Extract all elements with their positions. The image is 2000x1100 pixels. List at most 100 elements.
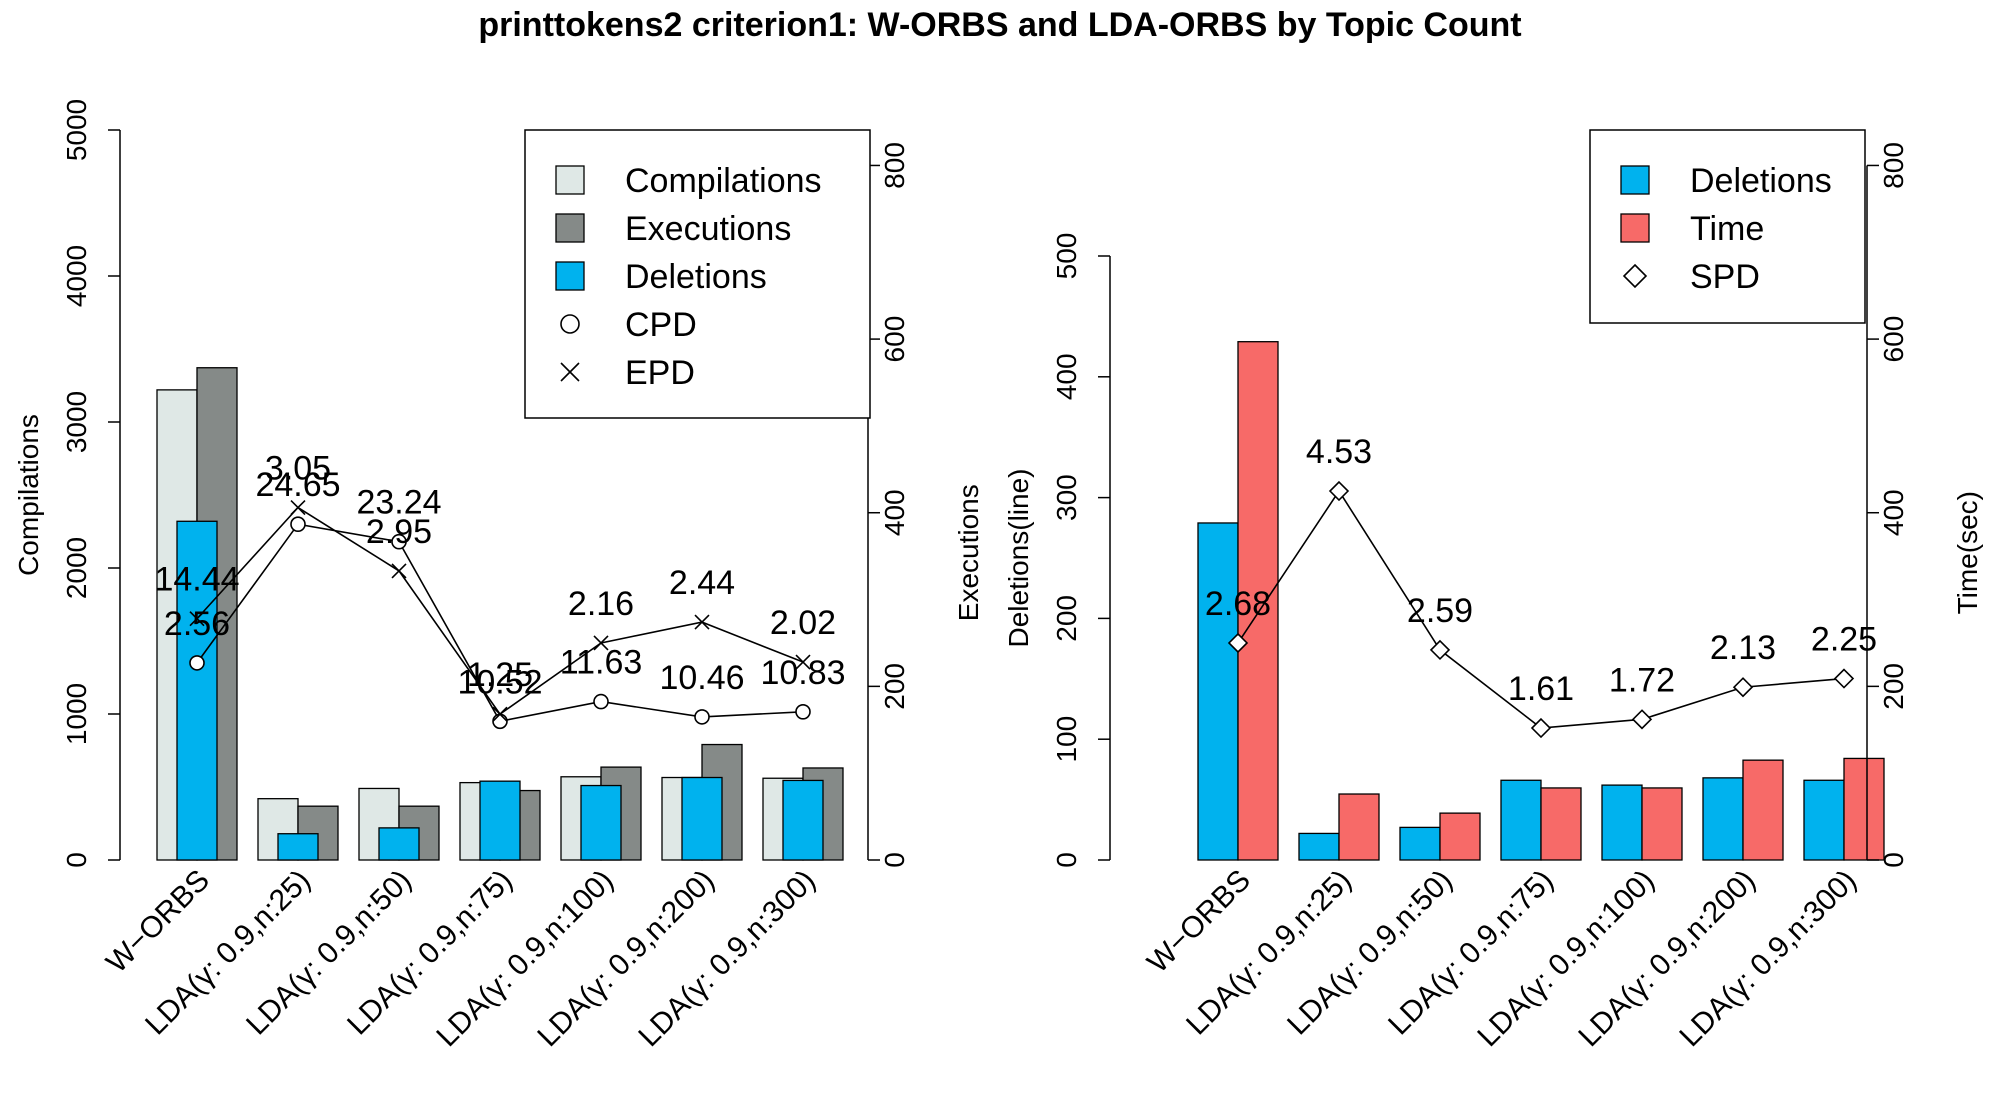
- right-left-tick-label-1: 100: [1051, 716, 1082, 763]
- right-bar-deletions-2: [1399, 826, 1441, 861]
- left-bar-deletions-2: [378, 827, 420, 861]
- right-legend-label-spd: SPD: [1690, 258, 1760, 296]
- right-bar-time-1: [1338, 793, 1380, 861]
- right-bar-time-5: [1742, 759, 1784, 861]
- left-label-cpd-6: 10.83: [760, 654, 845, 692]
- left-right-tick-label-4: 800: [879, 142, 910, 189]
- left-marker-cpd-2: [391, 533, 407, 550]
- right-marker-spd-2: [1429, 639, 1451, 661]
- left-legend-label-compilations: Compilations: [625, 162, 822, 200]
- left-bar-deletions-6: [782, 779, 824, 861]
- right-label-spd-6: 2.25: [1811, 621, 1877, 659]
- left-legend-label-executions: Executions: [625, 210, 791, 248]
- right-category-label-6: LDA(γ: 0.9,n:300): [1673, 864, 1863, 1054]
- left-bar-deletions-5: [681, 776, 723, 861]
- left-label-cpd-5: 10.46: [659, 659, 744, 697]
- right-legend-label-time: Time: [1690, 210, 1764, 248]
- left-legend-key-compilations: [555, 165, 585, 195]
- chart-title: printtokens2 criterion1: W-ORBS and LDA-…: [478, 6, 1522, 44]
- right-marker-spd-3: [1530, 717, 1552, 739]
- right-bar-deletions-4: [1601, 784, 1643, 861]
- right-bar-time-3: [1540, 787, 1582, 861]
- right-right-tick-label-4: 800: [1878, 142, 1909, 189]
- left-left-axis: 0 1000 2000 3000 4000 5000 Compilations: [13, 99, 121, 868]
- right-label-spd-2: 2.59: [1407, 592, 1473, 630]
- left-label-epd-2: 2.95: [366, 513, 432, 551]
- right-right-tick-label-2: 400: [1878, 489, 1909, 536]
- left-right-tick-label-3: 600: [879, 316, 910, 363]
- right-label-spd-1: 4.53: [1306, 433, 1372, 471]
- right-bar-time-2: [1439, 812, 1481, 861]
- left-bar-deletions-1: [277, 833, 319, 861]
- left-legend-key-executions: [555, 213, 585, 243]
- right-right-tick-label-3: 600: [1878, 316, 1909, 363]
- right-right-axis: 0 200 400 600 800 Time(sec): [1866, 142, 1983, 868]
- left-marker-epd-5: [694, 614, 710, 630]
- left-label-cpd-1: 24.65: [255, 466, 340, 504]
- right-marker-spd-1: [1328, 480, 1350, 502]
- left-bar-deletions-4: [580, 784, 622, 861]
- left-left-tick-label-3: 3000: [61, 391, 92, 453]
- left-right-tick-label-1: 200: [879, 663, 910, 710]
- right-label-spd-0: 2.68: [1205, 585, 1271, 623]
- right-bar-time-0: [1237, 341, 1279, 861]
- left-left-tick-label-5: 5000: [61, 99, 92, 161]
- left-legend-label-epd: EPD: [625, 354, 695, 392]
- right-bar-deletions-5: [1702, 777, 1744, 861]
- left-right-tick-label-0: 0: [879, 852, 910, 868]
- left-legend-label-deletions: Deletions: [625, 258, 767, 296]
- right-left-tick-label-2: 200: [1051, 595, 1082, 642]
- left-marker-cpd-1: [290, 516, 306, 533]
- left-ylabel-left: Compilations: [13, 414, 44, 576]
- left-label-epd-1: 3.05: [265, 450, 331, 488]
- left-marker-epd-3: [492, 706, 508, 722]
- right-bar-deletions-1: [1298, 832, 1340, 861]
- left-legend-key-deletions: [555, 261, 585, 291]
- left-label-epd-6: 2.02: [770, 604, 836, 642]
- left-marker-cpd-0: [189, 655, 205, 671]
- right-left-tick-label-0: 0: [1051, 852, 1082, 868]
- left-legend-key-epd: [560, 362, 580, 382]
- left-marker-cpd-6: [795, 704, 811, 720]
- right-legend-key-spd: [1622, 263, 1648, 289]
- right-label-spd-5: 2.13: [1710, 629, 1776, 667]
- left-bar-deletions-0: [176, 520, 218, 861]
- right-marker-spd-0: [1227, 632, 1249, 654]
- left-label-epd-5: 2.44: [669, 564, 735, 602]
- right-left-tick-label-5: 500: [1051, 233, 1082, 280]
- left-marker-cpd-3: [492, 713, 508, 730]
- right-bar-time-6: [1843, 757, 1885, 861]
- left-category-label-5: LDA(γ: 0.9,n:200): [531, 864, 721, 1054]
- left-legend: Compilations Executions Deletions CPD EPD: [524, 129, 871, 419]
- right-category-label-4: LDA(γ: 0.9,n:100): [1471, 864, 1661, 1054]
- left-left-tick-label-1: 1000: [61, 683, 92, 745]
- left-marker-epd-6: [795, 654, 811, 670]
- left-right-axis: 0 200 400 600 800 Executions: [867, 142, 984, 868]
- right-label-spd-4: 1.72: [1609, 661, 1675, 699]
- left-marker-epd-0: [189, 611, 205, 627]
- left-left-tick-label-2: 2000: [61, 537, 92, 599]
- left-marker-cpd-5: [694, 709, 710, 725]
- right-left-axis: 0 100 200 300 400 500 Deletions(line): [1003, 233, 1111, 868]
- right-legend-key-time: [1620, 213, 1650, 243]
- right-ylabel-right: Time(sec): [1952, 491, 1983, 614]
- left-category-label-6: LDA(γ: 0.9,n:300): [632, 864, 822, 1054]
- right-bar-time-4: [1641, 787, 1683, 861]
- right-left-tick-label-4: 400: [1051, 353, 1082, 400]
- right-left-tick-label-3: 300: [1051, 474, 1082, 521]
- left-label-epd-3: 1.25: [467, 656, 533, 694]
- left-marker-epd-4: [593, 635, 609, 651]
- left-marker-epd-2: [391, 563, 407, 579]
- right-ylabel-left: Deletions(line): [1003, 469, 1034, 648]
- left-right-tick-label-2: 400: [879, 489, 910, 536]
- right-label-spd-3: 1.61: [1508, 670, 1574, 708]
- right-legend: Deletions Time SPD: [1589, 129, 1866, 324]
- left-marker-cpd-4: [593, 693, 609, 710]
- left-label-epd-4: 2.16: [568, 585, 634, 623]
- left-category-label-4: LDA(γ: 0.9,n:100): [430, 864, 620, 1054]
- left-legend-key-cpd: [560, 314, 580, 334]
- right-panel: 2.68 4.53 2.59 1.61 1.72 2.13 2.25 0 100 200 300 40…: [1003, 129, 1983, 1054]
